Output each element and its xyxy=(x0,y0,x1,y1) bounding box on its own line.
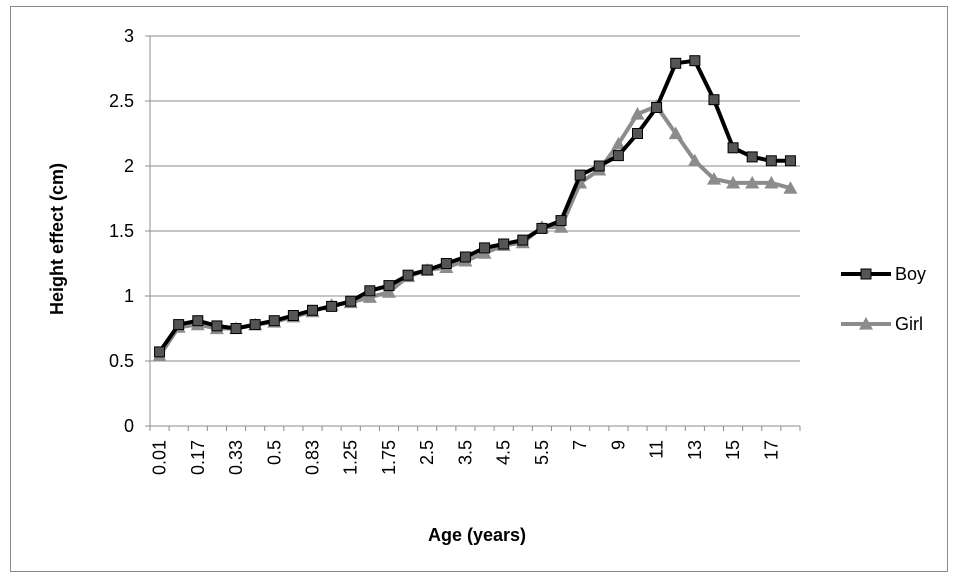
girl-data-point xyxy=(668,126,683,140)
girl-data-point xyxy=(381,285,396,298)
x-tick-label: 1.75 xyxy=(379,440,399,475)
x-tick-label: 3.5 xyxy=(455,440,475,465)
girl-data-point xyxy=(745,175,760,189)
boy-data-point xyxy=(479,242,491,254)
line-chart: 0 0.5 1 1.5 2 2.5 3 0.01 0.17 0.33 0.5 0.83 1.25 1.7… xyxy=(47,26,926,545)
boy-data-point xyxy=(268,315,280,327)
x-axis-title: Age (years) xyxy=(428,525,526,545)
girl-data-point xyxy=(554,220,569,233)
boy-data-point xyxy=(440,258,452,269)
boy-data-point xyxy=(307,304,318,316)
y-axis-title: Height effect (cm) xyxy=(47,163,67,315)
x-tick-label: 17 xyxy=(761,440,781,460)
x-tick-label: 5.5 xyxy=(532,440,552,465)
boy-data-point xyxy=(345,295,357,307)
x-tick-label: 1.25 xyxy=(341,440,361,475)
boy-data-point xyxy=(326,300,338,312)
boy-data-point xyxy=(154,346,166,358)
boy-data-point xyxy=(593,160,605,172)
boy-data-point xyxy=(173,319,185,331)
boy-data-point xyxy=(555,215,567,227)
y-tick-labels: 0 0.5 1 1.5 2 2.5 3 xyxy=(109,26,134,436)
girl-data-point xyxy=(362,290,377,303)
legend-girl-label: Girl xyxy=(895,314,923,334)
boy-data-point xyxy=(670,57,682,69)
axes xyxy=(145,35,801,431)
boy-data-point xyxy=(421,264,433,276)
legend-boy-label: Boy xyxy=(895,264,926,284)
boy-data-point xyxy=(746,151,758,163)
y-tick-label: 1 xyxy=(124,286,134,306)
y-tick-label: 0.5 xyxy=(109,351,134,371)
x-tick-label: 13 xyxy=(685,440,705,460)
boy-data-point xyxy=(192,315,204,327)
x-tick-label: 0.01 xyxy=(150,440,170,475)
boy-data-point xyxy=(230,323,242,334)
y-tick-label: 2 xyxy=(124,156,134,176)
x-tick-label: 9 xyxy=(608,440,628,450)
boy-data-point xyxy=(784,155,796,167)
girl-data-point xyxy=(764,175,779,189)
x-tick-label: 0.33 xyxy=(226,440,246,475)
x-tick-label: 11 xyxy=(647,440,667,459)
legend-boy-marker xyxy=(860,268,872,280)
series-lines xyxy=(152,55,798,362)
girl-data-point xyxy=(687,153,702,167)
boy-series-line xyxy=(157,58,791,354)
legend-girl-marker xyxy=(859,317,873,330)
gridlines xyxy=(150,35,800,362)
y-tick-label: 0 xyxy=(124,416,134,436)
chart-frame: 0 0.5 1 1.5 2 2.5 3 0.01 0.17 0.33 0.5 0.83 1.25 1.7… xyxy=(10,6,948,572)
girl-data-point xyxy=(783,181,798,194)
x-tick-label: 0.5 xyxy=(264,440,284,465)
boy-data-point xyxy=(632,128,643,139)
x-tick-labels: 0.01 0.17 0.33 0.5 0.83 1.25 1.75 2.5 3.5 4.5 5.5 7… xyxy=(150,440,782,475)
girl-data-point xyxy=(706,172,721,185)
x-tick-label: 7 xyxy=(570,440,590,450)
boy-data-point xyxy=(727,142,739,154)
boy-data-point xyxy=(765,155,777,167)
boy-data-point xyxy=(708,94,720,106)
girl-data-point xyxy=(630,107,645,120)
legend: Boy Girl xyxy=(841,264,926,334)
boy-data-point xyxy=(536,222,548,234)
girl-data-point xyxy=(611,136,626,150)
boy-data-point xyxy=(689,55,701,67)
y-tick-label: 1.5 xyxy=(109,221,134,241)
x-tick-label: 0.83 xyxy=(303,440,323,475)
girl-data-point xyxy=(726,175,741,189)
boy-data-point xyxy=(517,234,529,246)
boy-data-point xyxy=(612,150,624,162)
boy-data-point xyxy=(383,280,395,292)
x-tick-label: 0.17 xyxy=(188,440,208,475)
boy-data-point xyxy=(249,319,261,331)
y-tick-label: 2.5 xyxy=(109,91,134,111)
x-tick-label: 2.5 xyxy=(417,440,437,465)
x-tick-label: 15 xyxy=(723,440,743,460)
boy-data-point xyxy=(211,320,223,332)
boy-data-point xyxy=(574,169,586,181)
y-tick-label: 3 xyxy=(124,26,134,46)
boy-data-point xyxy=(651,102,663,113)
x-tick-label: 4.5 xyxy=(494,440,514,465)
boy-data-point xyxy=(364,285,376,297)
boy-data-point xyxy=(498,238,510,250)
boy-data-point xyxy=(287,310,299,321)
boy-data-point xyxy=(459,251,471,263)
boy-data-point xyxy=(402,269,414,281)
